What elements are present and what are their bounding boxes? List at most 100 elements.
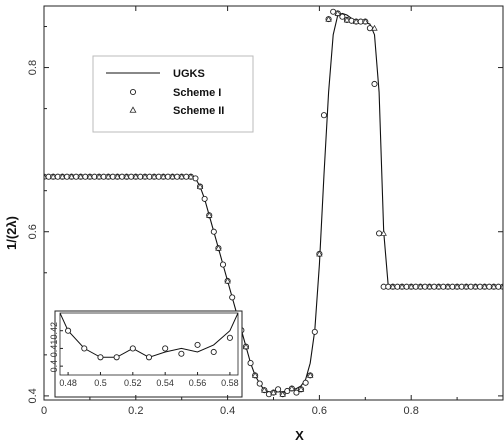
- inset-x-tick-label: 0.56: [189, 378, 207, 388]
- series-scheme2-point: [178, 173, 185, 180]
- series-scheme2-point: [114, 173, 121, 180]
- series-scheme2-point: [279, 390, 286, 397]
- x-axis-title: X: [295, 428, 304, 443]
- series-scheme1-point: [284, 387, 291, 395]
- series-scheme1-point: [201, 195, 208, 202]
- series-scheme1-point: [339, 13, 346, 20]
- legend-label: Scheme I: [173, 87, 221, 99]
- series-scheme2-point: [150, 173, 158, 180]
- series-scheme1-point: [229, 294, 236, 301]
- series-scheme2-point: [160, 173, 167, 180]
- y-axis-title: 1/(2λ): [4, 216, 19, 250]
- inset-scheme-point: [226, 334, 233, 341]
- y-tick-label: 0.6: [27, 224, 39, 239]
- inset-background: [54, 310, 243, 398]
- series-scheme2-point: [123, 173, 130, 180]
- series-scheme2-point: [463, 283, 470, 290]
- inset-scheme-point: [97, 354, 104, 361]
- series-scheme2-point: [105, 173, 112, 180]
- series-scheme1-point: [320, 112, 328, 119]
- legend-label: Scheme II: [173, 105, 224, 117]
- series-scheme2-point: [307, 372, 314, 378]
- inset-scheme-point: [81, 345, 88, 352]
- inset-x-tick-label: 0.5: [94, 378, 107, 388]
- series-scheme2-point: [224, 277, 231, 284]
- series-scheme2-point: [472, 283, 479, 290]
- series-scheme2-point: [490, 283, 498, 290]
- inset-frame: [59, 312, 239, 376]
- series-scheme2-point: [49, 173, 57, 180]
- series-scheme1-point: [256, 380, 263, 387]
- inset-scheme-point: [145, 354, 153, 361]
- series-scheme2-point: [453, 283, 461, 290]
- series-scheme1-point: [219, 261, 227, 268]
- x-tick-label: 0.2: [128, 405, 143, 417]
- series-scheme2-point: [206, 211, 213, 218]
- series-scheme2-point: [371, 24, 378, 31]
- series-scheme2-point: [343, 16, 351, 23]
- series-scheme2-point: [297, 386, 305, 392]
- inset-scheme-point: [162, 345, 169, 352]
- legend-box: [92, 55, 254, 133]
- series-scheme2-point: [362, 18, 369, 25]
- series-scheme2-point: [169, 173, 176, 180]
- legend-circle-swatch: [129, 88, 137, 96]
- series-scheme2-point: [95, 173, 103, 180]
- series-scheme1-point: [311, 328, 318, 335]
- series-scheme2-point: [288, 385, 296, 391]
- series-scheme1-point: [376, 230, 383, 237]
- series-scheme2-point: [481, 283, 488, 290]
- series-scheme2-point: [417, 283, 424, 290]
- series-scheme1-point: [210, 228, 217, 235]
- series-scheme2-point: [196, 183, 204, 190]
- series-scheme1-point: [366, 25, 373, 32]
- series-scheme2-point: [251, 372, 259, 378]
- series-scheme2-point: [261, 386, 268, 393]
- x-tick-label: 0.6: [312, 405, 327, 417]
- inset-y-tick-label: 0.4: [49, 360, 59, 373]
- series-scheme2-point: [435, 283, 442, 290]
- series-scheme2-point: [59, 173, 66, 180]
- series-scheme2-point: [334, 10, 341, 16]
- x-tick-label: 0: [41, 405, 47, 417]
- series-scheme1-point: [371, 80, 378, 88]
- series-scheme2-point: [86, 173, 94, 180]
- y-tick-label: 0.4: [27, 388, 39, 403]
- series-scheme2-point: [270, 389, 277, 396]
- inset-scheme-point: [178, 350, 185, 357]
- series-scheme2-point: [408, 283, 415, 290]
- inset-y-tick-label: 0.42: [49, 322, 59, 340]
- main-plot: [44, 8, 503, 398]
- inset-x-tick-label: 0.48: [59, 378, 77, 388]
- series-scheme2-point: [44, 173, 48, 180]
- series-scheme1-point: [293, 389, 300, 396]
- series-scheme2-point: [141, 173, 149, 180]
- series-scheme2-point: [77, 173, 84, 180]
- series-scheme1-point: [247, 360, 254, 367]
- series-scheme2-point: [132, 173, 139, 180]
- series-scheme2-point: [352, 18, 360, 25]
- inset-y-tick-label: 0.41: [49, 340, 59, 358]
- x-tick-label: 0.4: [220, 405, 235, 417]
- legend-label: UGKS: [173, 68, 205, 80]
- series-scheme1-point: [192, 175, 199, 182]
- y-tick-label: 0.8: [27, 60, 39, 75]
- series-scheme2-point: [444, 283, 452, 290]
- series-scheme2-point: [380, 230, 387, 236]
- inset-scheme-point: [129, 345, 136, 352]
- series-scheme2-point: [68, 173, 75, 180]
- inset-x-tick-label: 0.58: [221, 378, 239, 388]
- series-scheme1-point: [302, 379, 309, 386]
- inset-plot: 0.48 0.5 0.52 0.54 0.56 0.58 0.4 0.410.42: [49, 310, 243, 398]
- series-scheme2-point: [426, 283, 433, 290]
- series-scheme2-point: [499, 283, 503, 290]
- inset-x-tick-label: 0.54: [156, 378, 174, 388]
- inset-content: [60, 313, 238, 361]
- series-scheme2-point: [398, 283, 406, 290]
- x-tick-label: 0.8: [404, 405, 419, 417]
- inset-scheme-point: [194, 341, 201, 348]
- inset-scheme-point: [65, 327, 72, 334]
- axes: 0 0.2 0.4 0.6 0.8 0.4 0.6 0.8 X 1/(2λ): [4, 5, 504, 443]
- series-scheme2-point: [215, 244, 222, 251]
